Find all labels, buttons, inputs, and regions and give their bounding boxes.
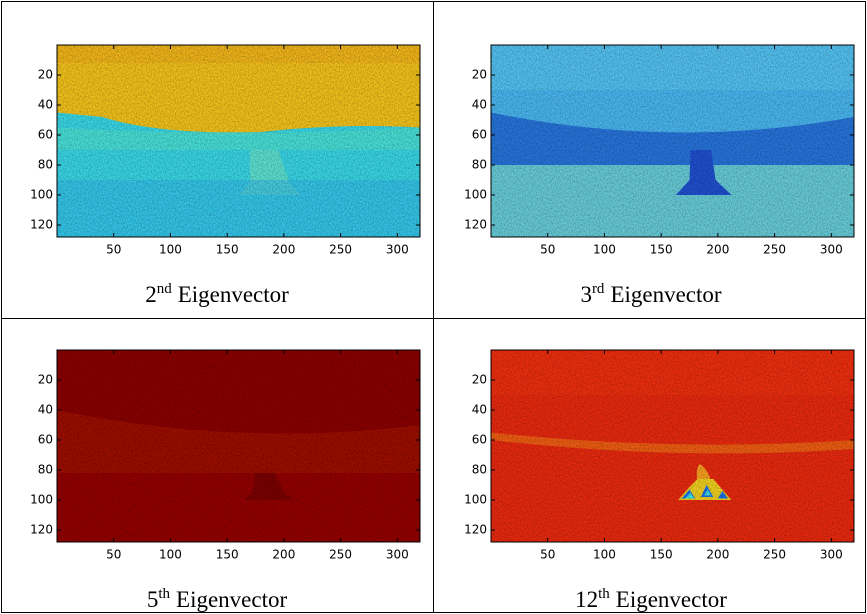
x-tick-label: 150 xyxy=(650,243,673,257)
image xyxy=(491,350,854,542)
y-tick-label: 120 xyxy=(464,523,487,537)
x-tick-label: 50 xyxy=(540,243,555,257)
y-tick-label: 120 xyxy=(464,218,487,232)
x-tick-label: 150 xyxy=(650,548,673,562)
y-tick-label: 40 xyxy=(38,403,53,417)
x-tick-label: 200 xyxy=(272,243,295,257)
x-tick-label: 300 xyxy=(386,243,409,257)
image-region xyxy=(491,45,854,90)
image-region xyxy=(696,464,712,482)
x-tick-label: 250 xyxy=(329,548,352,562)
image-region xyxy=(57,45,420,133)
image xyxy=(491,45,854,237)
y-tick-label: 20 xyxy=(38,373,53,387)
x-tick-label: 100 xyxy=(593,548,616,562)
image-region xyxy=(491,432,854,454)
caption-number: 12 xyxy=(575,587,598,612)
y-tick-label: 120 xyxy=(30,523,53,537)
x-tick-label: 300 xyxy=(820,243,843,257)
x-tick-label: 50 xyxy=(106,243,121,257)
caption-superscript: rd xyxy=(592,281,605,297)
x-tick-label: 100 xyxy=(159,243,182,257)
y-tick-label: 100 xyxy=(464,188,487,202)
y-tick-label: 40 xyxy=(38,98,53,112)
caption: 2nd Eigenvector xyxy=(145,281,289,307)
x-tick-label: 200 xyxy=(706,548,729,562)
caption: 3rd Eigenvector xyxy=(580,281,721,307)
y-tick-label: 80 xyxy=(38,158,53,172)
y-tick-label: 100 xyxy=(30,493,53,507)
image-region xyxy=(491,350,854,395)
caption-superscript: th xyxy=(158,586,170,602)
image-region xyxy=(681,485,729,499)
caption-text: Eigenvector xyxy=(610,282,721,307)
axes-frame xyxy=(56,44,421,238)
caption-number: 5 xyxy=(147,587,159,612)
x-tick-label: 250 xyxy=(763,548,786,562)
image-region xyxy=(244,473,293,500)
y-tick-label: 60 xyxy=(472,433,487,447)
x-tick-label: 150 xyxy=(216,243,239,257)
axes-frame xyxy=(490,349,855,543)
x-tick-label: 100 xyxy=(159,548,182,562)
x-tick-label: 250 xyxy=(763,243,786,257)
y-tick-label: 60 xyxy=(38,128,53,142)
x-tick-label: 200 xyxy=(272,548,295,562)
caption-superscript: th xyxy=(598,586,610,602)
caption-superscript: nd xyxy=(157,281,173,297)
y-tick-label: 100 xyxy=(464,493,487,507)
x-tick-label: 50 xyxy=(106,548,121,562)
image-region xyxy=(684,489,712,499)
x-tick-label: 150 xyxy=(216,548,239,562)
axes-frame xyxy=(56,349,421,543)
image-region xyxy=(491,165,854,237)
image-region xyxy=(675,150,732,195)
image-region xyxy=(57,410,420,473)
y-tick-label: 20 xyxy=(38,68,53,82)
caption-number: 3 xyxy=(580,282,592,307)
image-region xyxy=(57,45,420,63)
y-tick-label: 120 xyxy=(30,218,53,232)
x-tick-label: 300 xyxy=(386,548,409,562)
caption-number: 2 xyxy=(145,282,157,307)
caption: 12th Eigenvector xyxy=(575,586,727,612)
y-tick-label: 100 xyxy=(30,188,53,202)
y-tick-label: 80 xyxy=(38,463,53,477)
image-region xyxy=(57,180,420,237)
y-tick-label: 80 xyxy=(472,463,487,477)
axes-frame xyxy=(490,44,855,238)
y-tick-label: 80 xyxy=(472,158,487,172)
caption-text: Eigenvector xyxy=(616,587,727,612)
x-tick-label: 50 xyxy=(540,548,555,562)
y-tick-label: 20 xyxy=(472,373,487,387)
image-region xyxy=(57,473,420,542)
caption: 5th Eigenvector xyxy=(147,586,288,612)
y-tick-label: 60 xyxy=(38,433,53,447)
x-tick-label: 250 xyxy=(329,243,352,257)
y-tick-label: 60 xyxy=(472,128,487,142)
y-tick-label: 40 xyxy=(472,98,487,112)
image-region xyxy=(491,112,854,165)
caption-text: Eigenvector xyxy=(178,282,289,307)
image xyxy=(57,45,420,237)
image xyxy=(57,350,420,542)
caption-text: Eigenvector xyxy=(176,587,287,612)
y-tick-label: 20 xyxy=(472,68,487,82)
y-tick-label: 40 xyxy=(472,403,487,417)
x-tick-label: 300 xyxy=(820,548,843,562)
x-tick-label: 100 xyxy=(593,243,616,257)
image-region xyxy=(57,127,420,150)
x-tick-label: 200 xyxy=(706,243,729,257)
